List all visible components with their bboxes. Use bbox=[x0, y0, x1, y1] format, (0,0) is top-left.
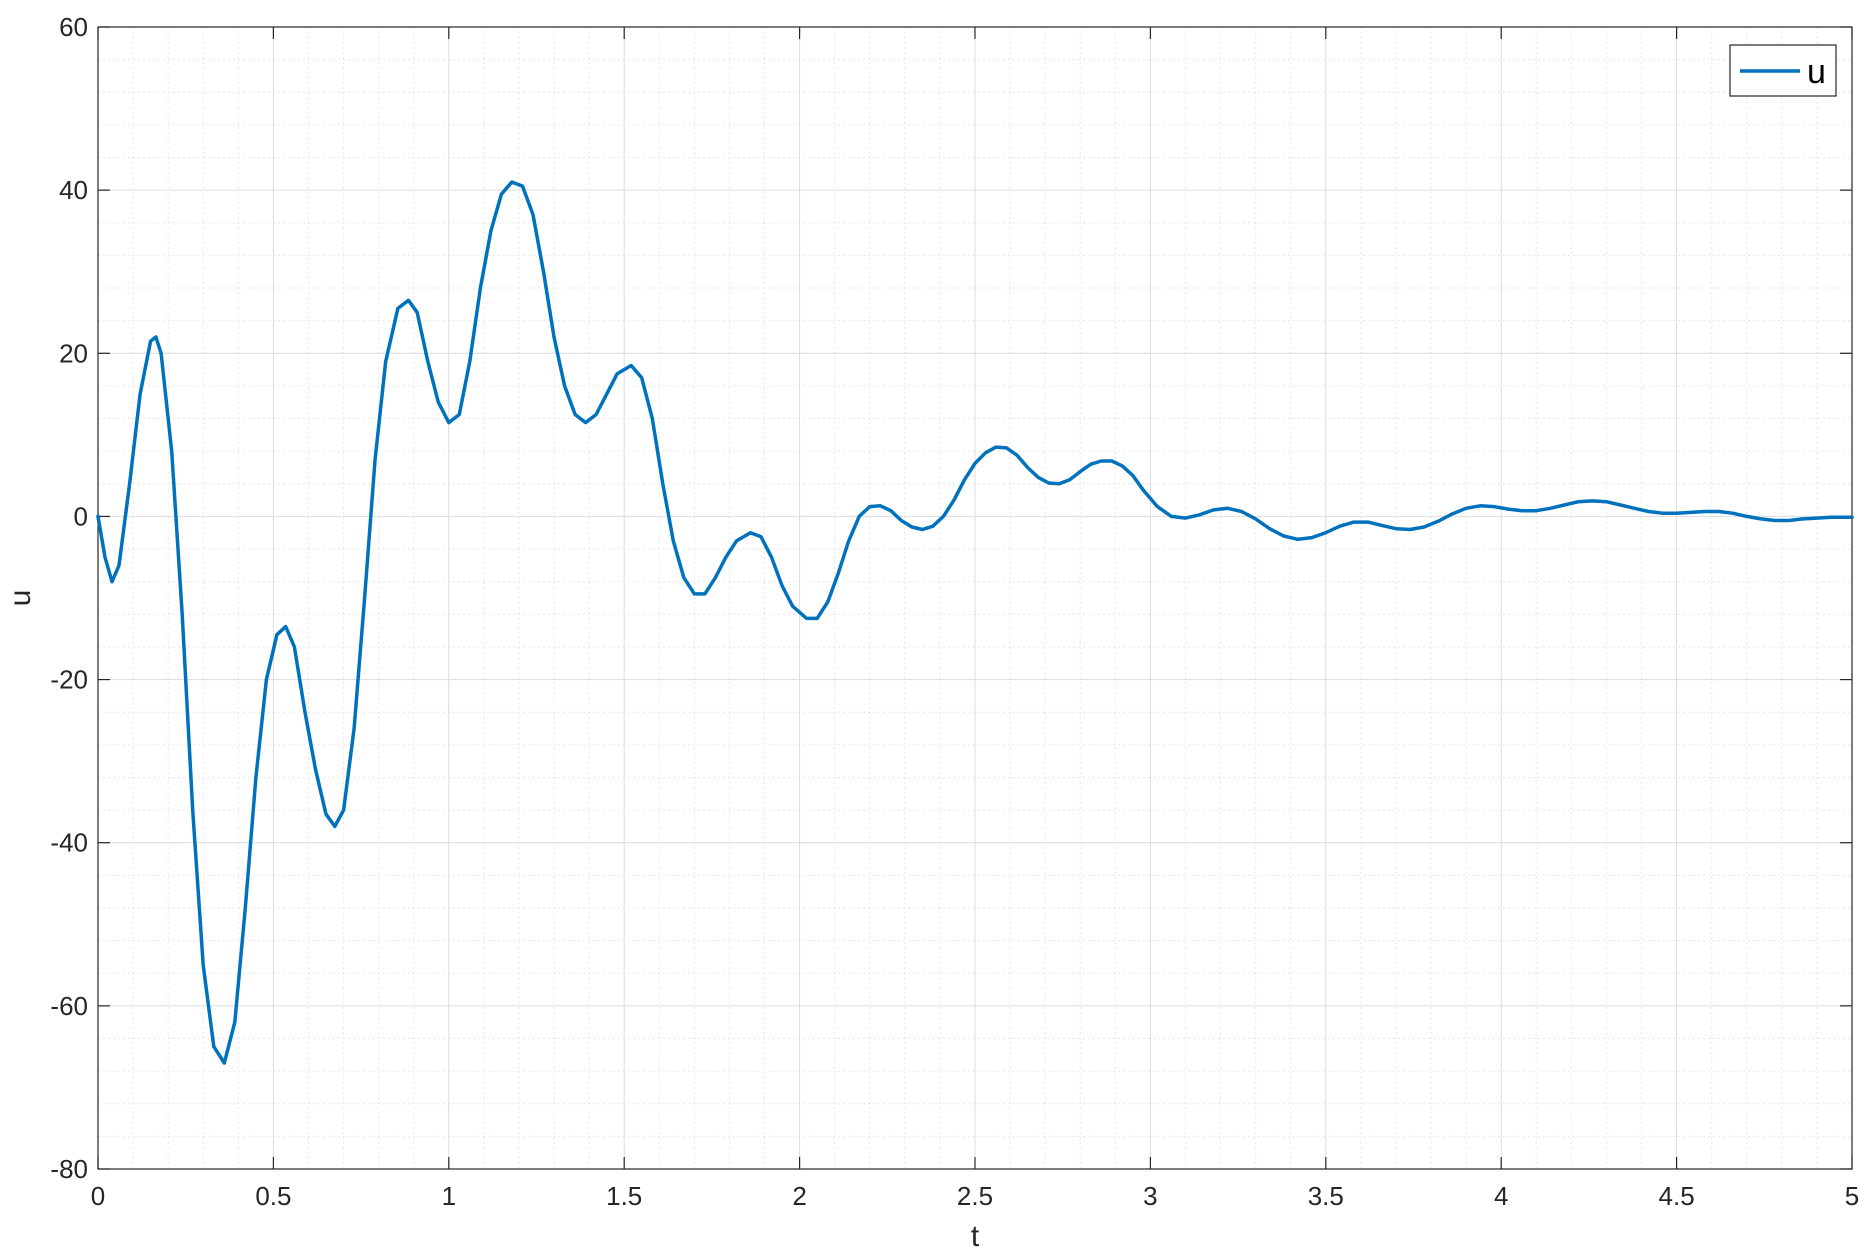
x-tick-label: 4.5 bbox=[1659, 1181, 1695, 1211]
x-tick-label: 0 bbox=[91, 1181, 105, 1211]
x-tick-label: 0.5 bbox=[255, 1181, 291, 1211]
legend: u bbox=[1729, 44, 1837, 97]
y-axis-label: u bbox=[4, 590, 37, 607]
x-tick-labels: 0 0.5 1 1.5 2 2.5 3 3.5 4 4.5 5 bbox=[91, 1181, 1859, 1211]
x-tick-label: 2.5 bbox=[957, 1181, 993, 1211]
y-tick-label: -60 bbox=[50, 991, 88, 1021]
legend-label-u: u bbox=[1807, 53, 1826, 91]
series-layer bbox=[96, 180, 1854, 1065]
x-tick-label: 5 bbox=[1845, 1181, 1859, 1211]
x-tick-label: 3 bbox=[1143, 1181, 1157, 1211]
axis-ticks bbox=[97, 26, 1853, 1170]
x-axis-label: t bbox=[971, 1220, 980, 1250]
y-tick-label: 20 bbox=[59, 338, 88, 368]
y-tick-label: 40 bbox=[59, 175, 88, 205]
x-tick-label: 3.5 bbox=[1308, 1181, 1344, 1211]
x-tick-label: 4 bbox=[1494, 1181, 1508, 1211]
y-tick-label: 60 bbox=[59, 12, 88, 42]
y-tick-label: -80 bbox=[50, 1154, 88, 1184]
y-tick-label: -20 bbox=[50, 665, 88, 695]
x-tick-label: 1.5 bbox=[606, 1181, 642, 1211]
x-tick-label: 1 bbox=[442, 1181, 456, 1211]
y-tick-labels: -80 -60 -40 -20 0 20 40 60 bbox=[50, 12, 88, 1184]
series-line-u bbox=[96, 180, 1854, 1065]
y-tick-label: 0 bbox=[74, 501, 88, 531]
y-tick-label: -40 bbox=[50, 828, 88, 858]
x-tick-label: 2 bbox=[792, 1181, 806, 1211]
